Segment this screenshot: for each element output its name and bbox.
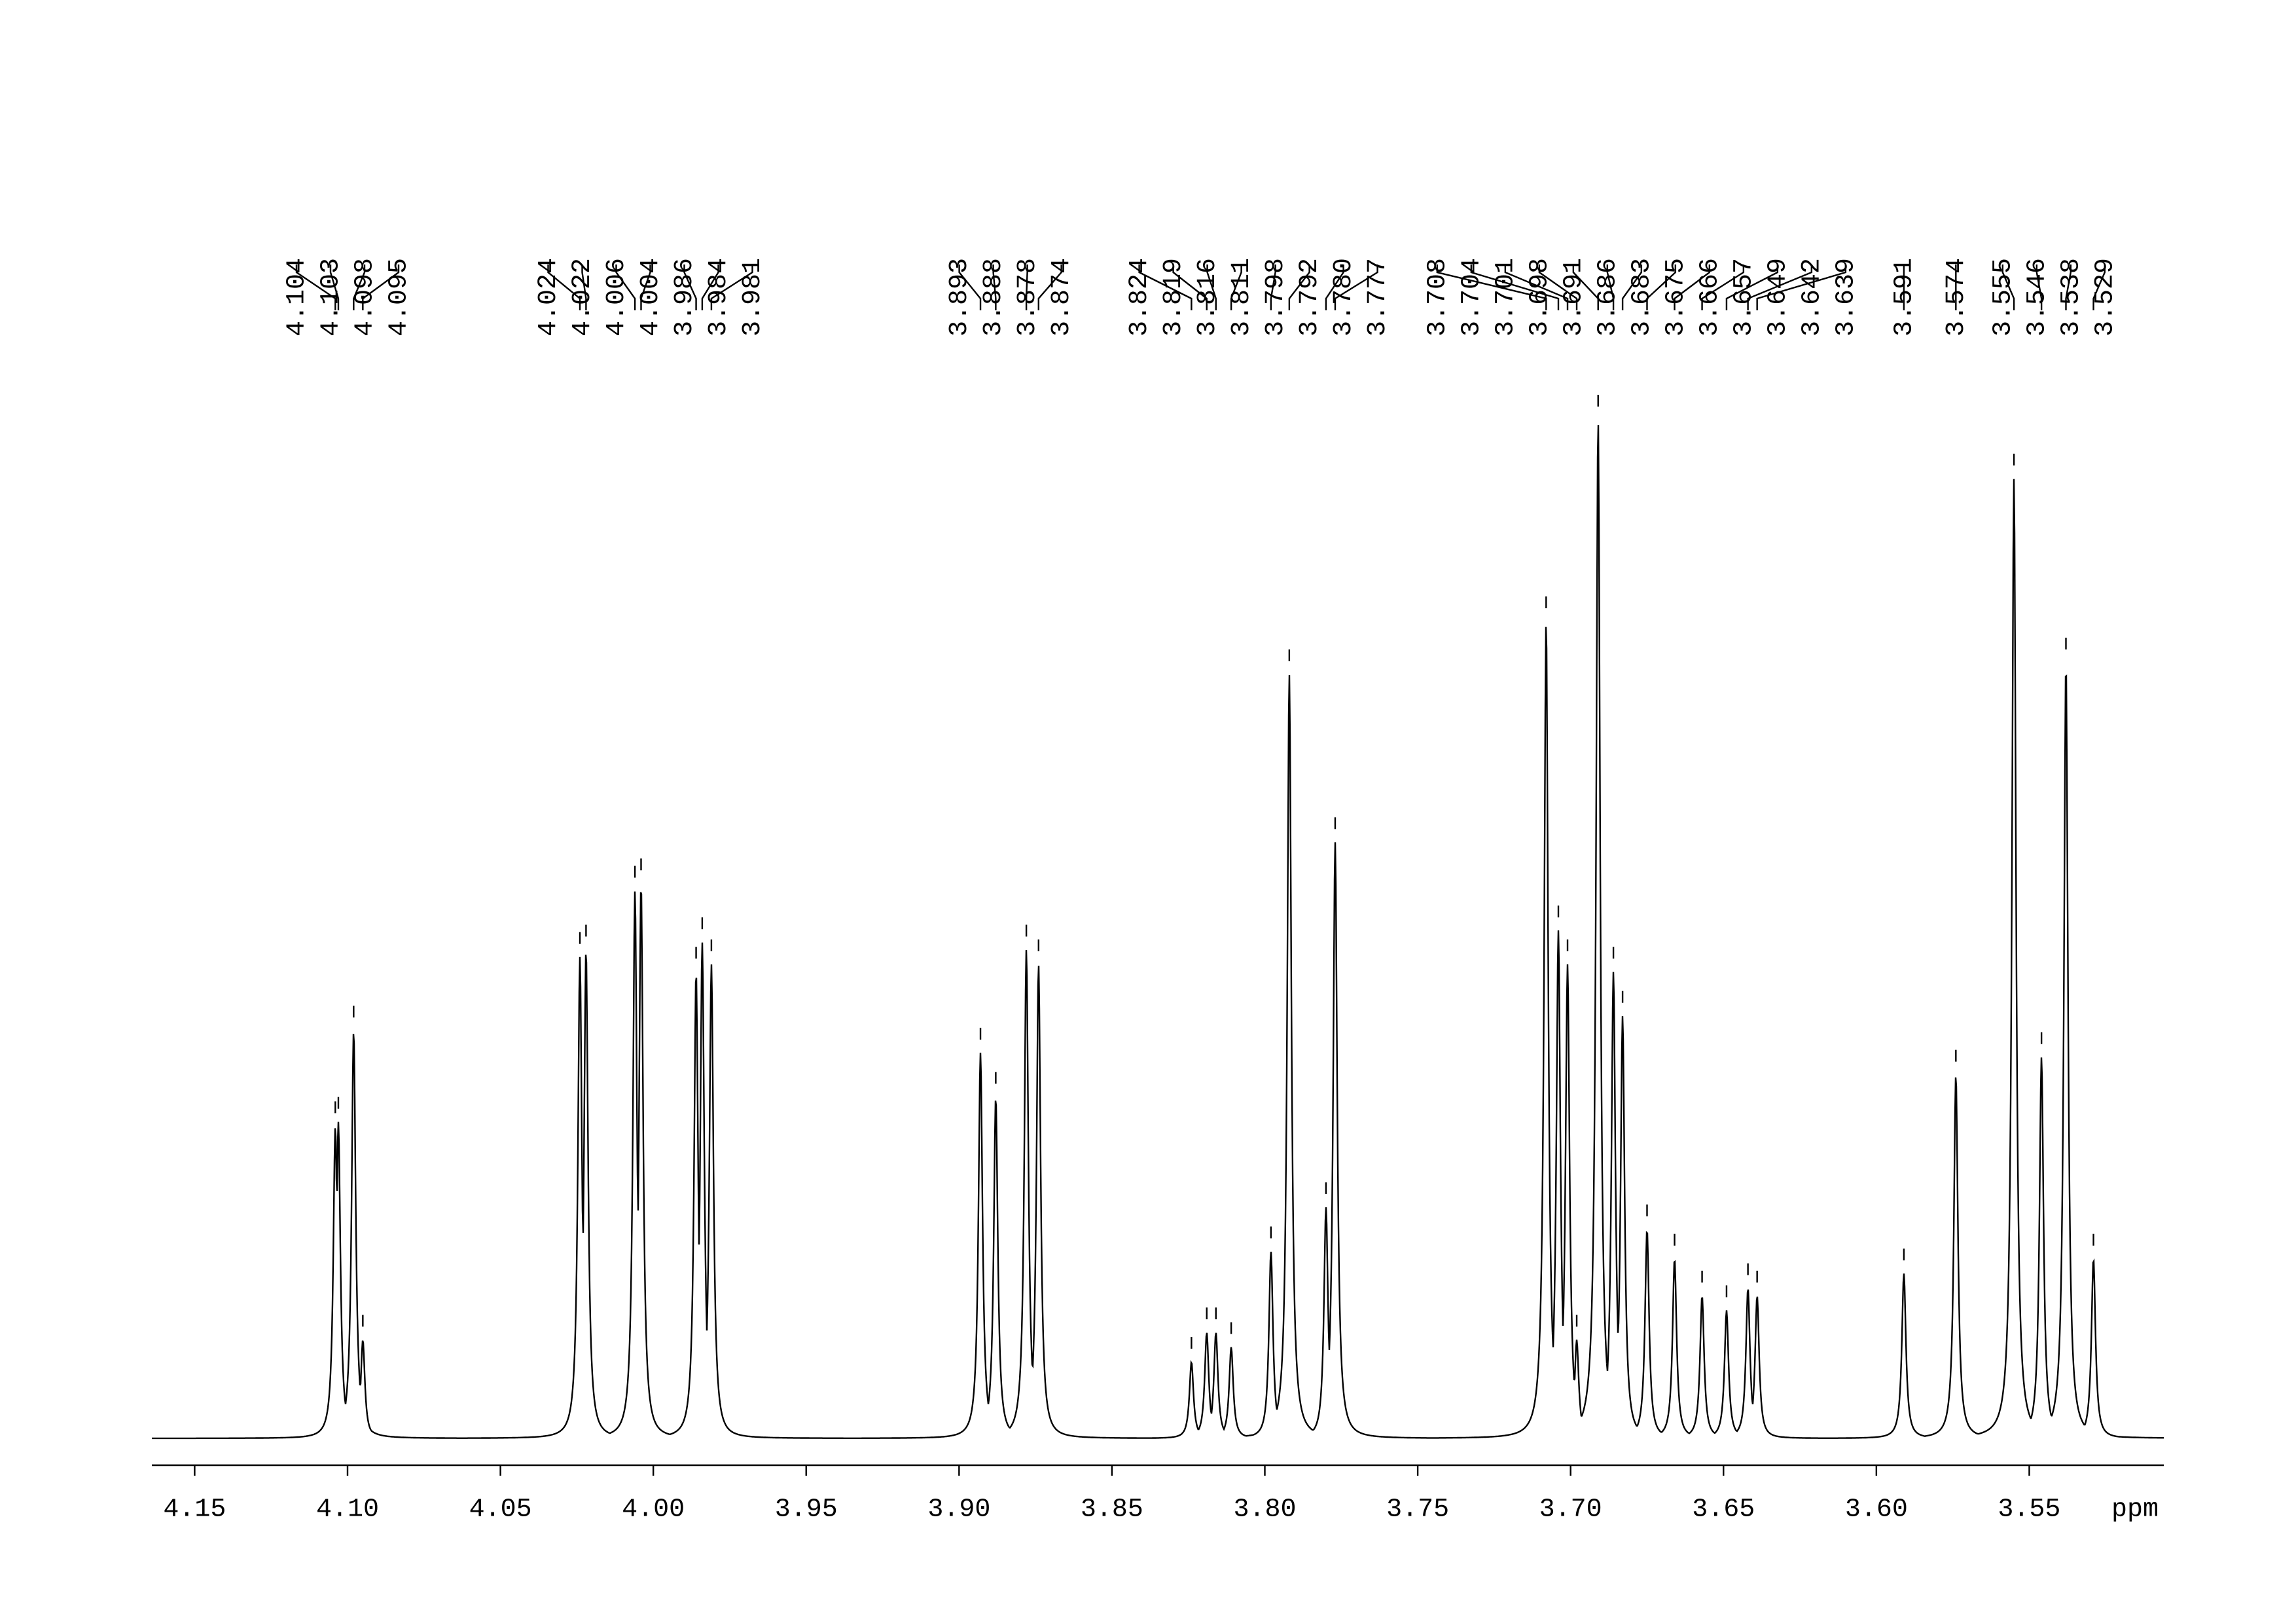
label-connector [1230,264,1242,310]
spectrum-peak [1312,1207,1330,1431]
label-connector [1504,264,1569,310]
spectrum-peak [207,1128,338,1439]
label-connector [2036,264,2043,310]
spectrum-peak [1009,950,1033,1429]
label-connector [1288,264,1310,310]
spectrum-peak [1147,1360,1200,1439]
x-tick-label: 4.05 [469,1495,532,1525]
label-connector [1747,264,1813,310]
spectrum-peak [1245,675,1314,1437]
spectrum-peak [1252,1251,1278,1436]
spectrum-peak [1736,1289,1753,1432]
spectrum-peak [1636,1230,1662,1433]
label-connector [992,264,997,310]
x-tick-label: 3.80 [1234,1495,1297,1525]
x-tick-label: 3.90 [927,1495,990,1525]
label-connector [2001,264,2015,310]
label-connector [1470,264,1560,310]
spectrum-peak [1660,1260,1689,1434]
x-tick-label: 3.85 [1081,1495,1143,1525]
label-connector [581,264,587,310]
label-connector [1756,264,1847,310]
spectrum-peak [669,977,700,1435]
spectrum-peak [636,892,670,1435]
spectrum-peak [1713,1310,1737,1434]
label-connector [1037,264,1062,310]
spectrum-peak [1222,1347,1246,1437]
spectrum-peak [1924,1077,1979,1437]
label-connector [1725,264,1779,310]
label-connector [329,264,340,310]
x-tick-label: 3.60 [1845,1495,1908,1525]
spectrum-peak [987,1101,1011,1429]
label-connector [701,264,719,310]
spectrum-peak [1977,479,2032,1435]
label-connector [683,264,697,310]
x-axis-label: ppm [2111,1495,2159,1525]
spectrum-peak [335,1122,346,1400]
spectrum-peak [1827,1273,1925,1439]
spectrum-peak [1031,965,1147,1439]
label-connector [1674,264,1711,310]
label-connector [295,264,336,310]
x-tick-label: 3.75 [1386,1495,1449,1525]
x-tick-label: 4.10 [316,1495,379,1525]
x-tick-label: 3.95 [775,1495,838,1525]
label-connector [1572,264,1599,310]
x-tick-label: 3.55 [1998,1495,2060,1525]
spectrum-peak [1197,1332,1212,1431]
label-connector [710,264,753,310]
spectrum-peak [1573,1340,1583,1417]
spectrum-peak [853,1052,990,1439]
label-connector [958,264,982,310]
x-tick-label: 4.00 [622,1495,685,1525]
label-connector [615,264,636,310]
spectrum-peak [698,942,708,1331]
spectrum-peak [1432,627,1554,1439]
spectrum-peak [1551,930,1564,1347]
spectrum-peak [2083,1258,2119,1438]
label-connector [1701,264,1745,310]
label-connector [1025,264,1028,310]
spectrum-peak [462,957,584,1439]
label-connector [1325,264,1344,310]
spectrum-peak [2030,1057,2053,1419]
spectrum-peak [1210,1332,1225,1429]
spectrum-peak [359,1340,372,1431]
label-connector [1606,264,1615,310]
label-connector [1436,264,1547,310]
label-connector [1646,264,1677,310]
spectrum-peak [1688,1297,1715,1434]
label-connector [353,264,366,310]
label-connector [2065,264,2072,310]
spectrum-peak [1617,1016,1638,1427]
label-connector [1206,264,1217,310]
spectrum-peak [1581,425,1608,1417]
spectrum-peak [706,964,853,1439]
label-connector [640,264,651,310]
label-connector [1172,264,1208,310]
x-tick-label: 4.15 [163,1495,226,1525]
x-tick-label: 3.65 [1692,1495,1755,1525]
label-connector [2092,264,2106,310]
spectrum-peak [609,891,639,1434]
spectrum-peak [2051,674,2164,1439]
label-connector [1621,264,1643,310]
label-connector [1270,264,1276,310]
label-connector [1138,264,1193,310]
spectrum-peak [1562,964,1575,1381]
label-connector [1334,264,1378,310]
label-connector [1538,264,1578,310]
spectrum-peak [1751,1296,1827,1439]
spectrum-peak [1327,842,1432,1439]
spectrum-peak [581,955,610,1434]
x-tick-label: 3.70 [1539,1495,1602,1525]
spectrum-peak [1605,972,1619,1372]
label-connector [362,264,400,310]
spectrum-peak [152,1034,462,1440]
label-connector [547,264,581,310]
